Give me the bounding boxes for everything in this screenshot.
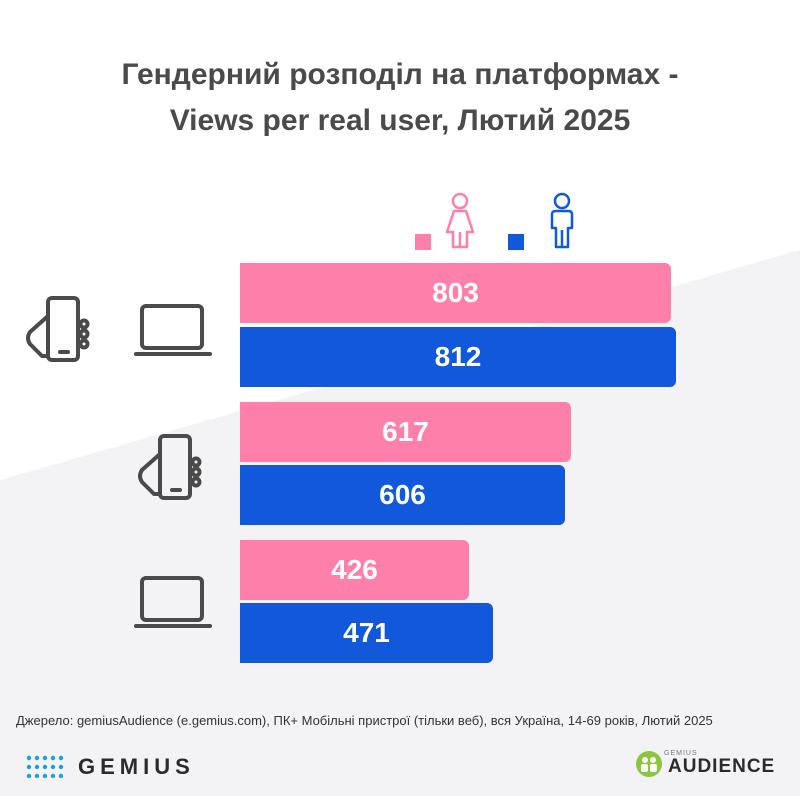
bar-female-pc: 426 bbox=[240, 540, 469, 600]
bar-female-pc-and-mobile: 803 bbox=[240, 263, 671, 323]
smartphone-icon bbox=[138, 434, 202, 500]
bar-label: 606 bbox=[379, 479, 426, 510]
gemius-dots-icon bbox=[26, 755, 64, 779]
bar-label: 617 bbox=[382, 416, 429, 447]
title-line-1: Гендерний розподіл на платформах - bbox=[121, 58, 679, 91]
smartphone-icon bbox=[26, 296, 90, 362]
audience-logo: GEMIUS AUDIENCE bbox=[636, 750, 775, 778]
title-line-2: Views per real user, Лютий 2025 bbox=[169, 104, 631, 137]
bar-male-mobile: 606 bbox=[240, 465, 565, 525]
laptop-icon bbox=[134, 304, 212, 356]
female-icon bbox=[445, 192, 475, 249]
source-note: Джерело: gemiusAudience (e.gemius.com), … bbox=[16, 713, 713, 728]
audience-wordmark: AUDIENCE bbox=[668, 756, 776, 777]
male-icon bbox=[550, 192, 574, 249]
bar-female-mobile: 617 bbox=[240, 402, 571, 462]
bar-male-pc-and-mobile: 812 bbox=[240, 327, 676, 387]
gemius-logo: GEMIUS bbox=[26, 754, 195, 780]
legend-swatch-female bbox=[415, 234, 431, 250]
laptop-icon bbox=[134, 576, 212, 628]
legend-swatch-male bbox=[508, 234, 524, 250]
audience-people-icon bbox=[636, 751, 662, 777]
chart-title: Гендерний розподіл на платформах - Views… bbox=[0, 52, 800, 144]
bar-label: 471 bbox=[343, 617, 390, 648]
bar-male-pc: 471 bbox=[240, 603, 493, 663]
bar-label: 812 bbox=[434, 341, 482, 372]
bar-label: 426 bbox=[331, 554, 378, 585]
bar-label: 803 bbox=[432, 277, 479, 308]
gemius-wordmark: GEMIUS bbox=[78, 754, 195, 779]
audience-small-label: GEMIUS bbox=[664, 750, 698, 757]
